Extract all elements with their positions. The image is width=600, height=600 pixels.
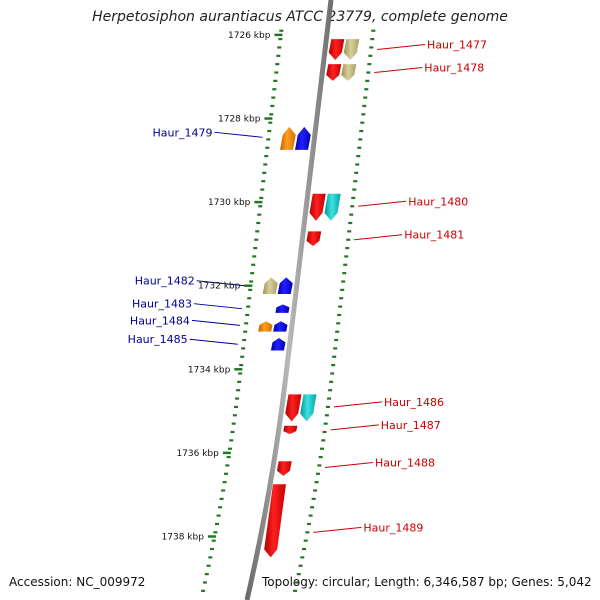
gene-label-leader xyxy=(377,44,426,51)
gene-label-leader xyxy=(196,280,245,287)
gene-label-leader xyxy=(358,200,407,207)
gene-labels: Haur_1477 Haur_1478 Haur_1479 Haur_1480 Haur… xyxy=(128,39,487,535)
gene-label-leader xyxy=(193,303,243,310)
gene-haur_1486[interactable] xyxy=(285,394,302,422)
gene-label-haur_1486[interactable]: Haur_1486 xyxy=(384,396,444,409)
genome-backbone xyxy=(244,0,334,600)
gene-label-haur_1485[interactable]: Haur_1485 xyxy=(128,333,188,346)
gene-haur_1481[interactable] xyxy=(306,231,322,246)
gene-haur_1477[interactable] xyxy=(328,39,345,60)
gene-haur_1483[interactable] xyxy=(275,304,290,313)
scale-label: 1728 kbp xyxy=(218,115,261,125)
accession-text: Accession: NC_009972 xyxy=(9,575,146,589)
scale-ticks xyxy=(201,29,376,592)
gene-label-haur_1477[interactable]: Haur_1477 xyxy=(427,39,487,52)
gene-label-haur_1478[interactable]: Haur_1478 xyxy=(424,62,484,75)
scale-labels: 1726 kbp 1728 kbp 1730 kbp 1732 kbp 1734 kbp… xyxy=(162,31,283,543)
gene-label-leader xyxy=(330,424,379,431)
gene-haur_1488[interactable] xyxy=(276,461,292,476)
gene-haur_1485[interactable] xyxy=(270,337,286,351)
gene-haur_1486b[interactable] xyxy=(300,394,317,422)
gene-label-haur_1489[interactable]: Haur_1489 xyxy=(363,521,423,534)
gene-haur_1487[interactable] xyxy=(283,425,298,435)
gene-haur_1480b[interactable] xyxy=(324,193,341,221)
gene-label-haur_1482[interactable]: Haur_1482 xyxy=(135,275,195,288)
gene-haur_1480[interactable] xyxy=(309,193,326,221)
gene-haur_1478[interactable] xyxy=(326,64,342,81)
gene-label-haur_1487[interactable]: Haur_1487 xyxy=(381,419,441,432)
topology-text: Topology: circular; Length: 6,346,587 bp… xyxy=(262,575,592,589)
gene-haur_1484b[interactable] xyxy=(258,321,273,332)
gene-label-haur_1480[interactable]: Haur_1480 xyxy=(408,195,468,208)
gene-label-leader xyxy=(354,234,403,241)
scale-label: 1734 kbp xyxy=(188,365,231,375)
gene-label-leader xyxy=(189,338,238,345)
genes xyxy=(258,39,360,558)
gene-haur_1489[interactable] xyxy=(264,484,286,558)
gene-haur_1482b[interactable] xyxy=(262,277,278,295)
gene-label-leader xyxy=(214,131,263,138)
scale-label: 1738 kbp xyxy=(162,533,205,543)
gene-haur_1478b[interactable] xyxy=(341,64,357,81)
gene-label-leader xyxy=(374,67,423,74)
gene-label-haur_1481[interactable]: Haur_1481 xyxy=(404,229,464,242)
gene-label-haur_1484[interactable]: Haur_1484 xyxy=(130,314,190,327)
gene-haur_1479[interactable] xyxy=(295,126,311,150)
scale-label: 1726 kbp xyxy=(228,31,271,41)
gene-label-haur_1488[interactable]: Haur_1488 xyxy=(375,457,435,470)
gene-haur_1477b[interactable] xyxy=(343,39,360,60)
gene-label-leader xyxy=(324,462,374,469)
gene-label-haur_1483[interactable]: Haur_1483 xyxy=(132,298,192,311)
gene-haur_1482[interactable] xyxy=(277,277,293,295)
scale-label: 1736 kbp xyxy=(176,449,219,459)
scale-label: 1730 kbp xyxy=(208,198,251,208)
gene-label-leader xyxy=(313,526,362,533)
gene-label-leader xyxy=(191,319,241,326)
gene-label-leader xyxy=(333,401,383,408)
gene-haur_1484[interactable] xyxy=(273,321,288,332)
genome-title: Herpetosiphon aurantiacus ATCC 23779, co… xyxy=(92,9,508,25)
gene-haur_1479b[interactable] xyxy=(280,126,296,150)
scale-label: 1732 kbp xyxy=(198,282,241,292)
gene-label-haur_1479[interactable]: Haur_1479 xyxy=(153,126,213,139)
